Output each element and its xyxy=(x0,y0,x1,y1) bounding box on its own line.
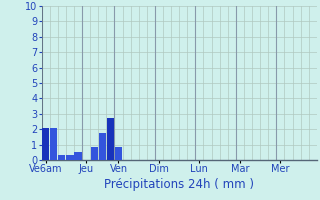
Bar xyxy=(91,147,98,160)
Bar xyxy=(115,147,122,160)
Bar xyxy=(74,152,82,160)
Bar xyxy=(107,118,114,160)
X-axis label: Précipitations 24h ( mm ): Précipitations 24h ( mm ) xyxy=(104,178,254,191)
Bar xyxy=(42,128,49,160)
Bar xyxy=(66,155,74,160)
Bar xyxy=(50,128,57,160)
Bar xyxy=(58,155,66,160)
Bar xyxy=(99,133,106,160)
